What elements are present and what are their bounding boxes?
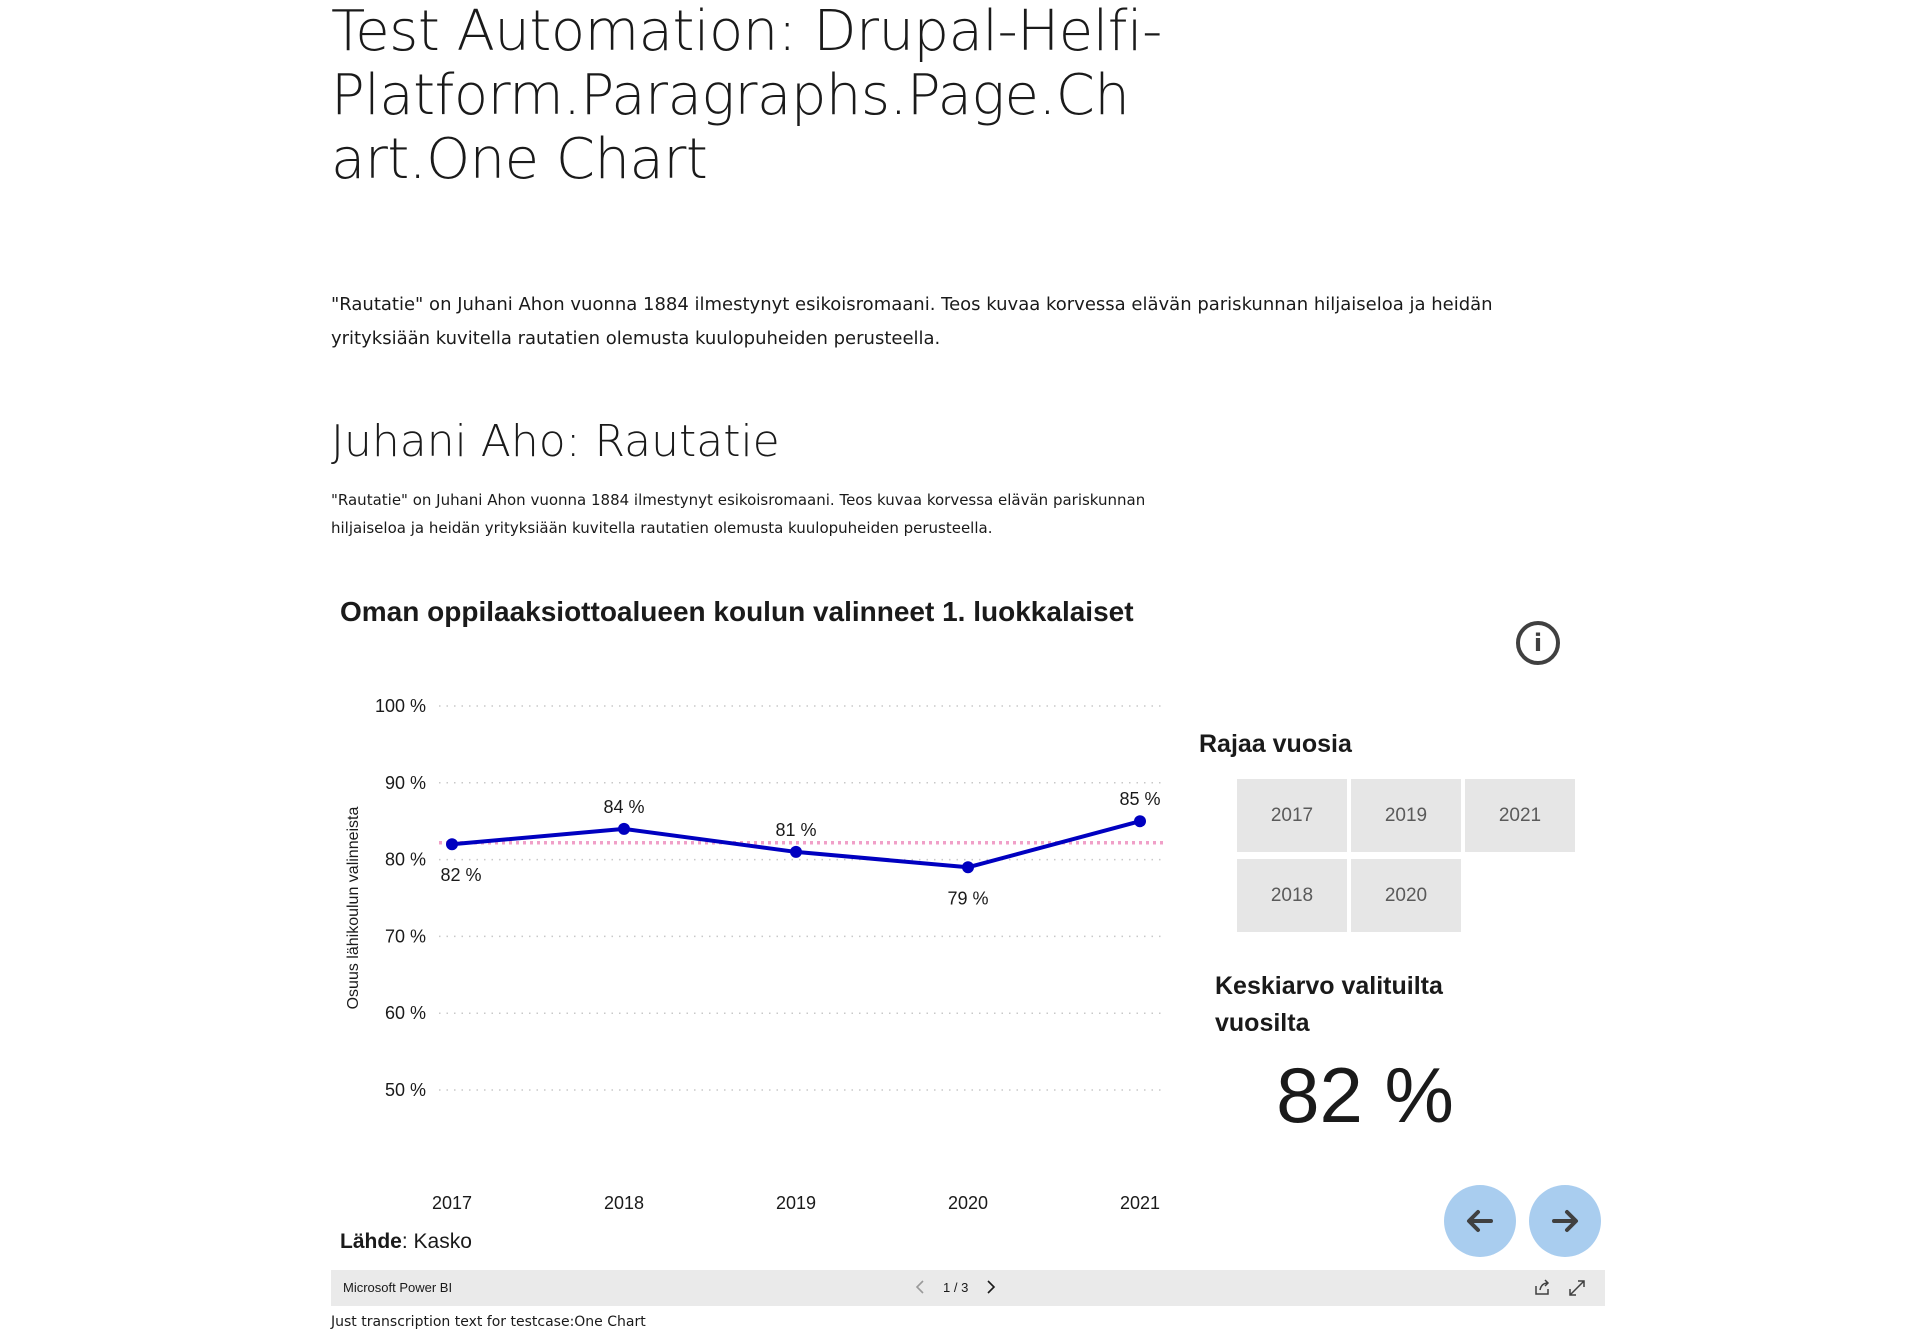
powerbi-brand: Microsoft Power BI (343, 1280, 453, 1295)
kpi-value: 82 % (1276, 1051, 1454, 1139)
data-label: 79 % (947, 888, 988, 908)
data-point (962, 861, 974, 874)
transcription-text: Just transcription text for testcase:One… (331, 1314, 646, 1330)
slicer-year-2018[interactable]: 2018 (1237, 859, 1347, 932)
data-label: 85 % (1119, 789, 1160, 809)
page-navigator: 1 / 3 (911, 1278, 1000, 1296)
powerbi-report: 50 % 60 % 70 % 80 % 90 % 100 % Osuus lähikoulu… (331, 580, 1605, 1270)
page-title-line-3: art.One Chart (331, 127, 708, 192)
arrow-left-icon (1467, 1210, 1493, 1232)
chart-title: Oman oppilaaksiottoalueen koulun valinne… (340, 596, 1134, 627)
page-indicator: 1 / 3 (943, 1279, 969, 1295)
x-tick-label: 2019 (776, 1193, 816, 1213)
x-tick-label: 2018 (604, 1193, 644, 1213)
data-point (446, 838, 458, 851)
share-icon[interactable] (1532, 1278, 1552, 1298)
y-axis-title: Osuus lähikoulun valinneista (345, 807, 362, 1010)
slicer-year-2017[interactable]: 2017 (1237, 779, 1347, 852)
data-label: 81 % (775, 820, 816, 840)
info-icon[interactable]: i (1516, 621, 1560, 665)
arrow-right-icon (1552, 1210, 1578, 1232)
y-tick-label: 70 % (385, 926, 426, 946)
expand-icon[interactable] (1567, 1278, 1587, 1298)
chevron-left-icon[interactable] (911, 1278, 929, 1296)
slicer-year-2020[interactable]: 2020 (1351, 859, 1461, 932)
y-tick-label: 60 % (385, 1003, 426, 1023)
data-point (1134, 815, 1146, 828)
next-page-button[interactable] (1529, 1185, 1601, 1257)
powerbi-footer-bar: Microsoft Power BI 1 / 3 (331, 1270, 1605, 1306)
x-tick-label: 2020 (948, 1193, 988, 1213)
kpi-title: Keskiarvo valituilta vuosilta (1215, 972, 1443, 1037)
data-point (618, 822, 630, 835)
section-description: "Rautatie" on Juhani Ahon vuonna 1884 il… (331, 491, 1146, 537)
y-tick-label: 50 % (385, 1080, 426, 1100)
source-value: : Kasko (401, 1230, 472, 1253)
slicer-year-2019[interactable]: 2019 (1351, 779, 1461, 852)
line-chart: 50 % 60 % 70 % 80 % 90 % 100 % Osuus lähikoulu… (345, 696, 1163, 1213)
source-note: Lähde: Kasko (340, 1230, 472, 1254)
chevron-right-icon[interactable] (982, 1278, 1000, 1296)
y-tick-label: 80 % (385, 850, 426, 870)
page-title-line-1: Test Automation: Drupal-Helfi- (331, 0, 1162, 64)
y-tick-label: 90 % (385, 773, 426, 793)
source-label: Lähde (340, 1230, 402, 1253)
page-title: Test Automation: Drupal-Helfi- Platform.… (331, 0, 1211, 192)
page-title-line-2: Platform.Paragraphs.Page.Ch (331, 63, 1130, 128)
data-label: 82 % (440, 865, 481, 885)
section-heading: Juhani Aho: Rautatie (331, 416, 780, 467)
intro-paragraph: "Rautatie" on Juhani Ahon vuonna 1884 il… (331, 294, 1493, 349)
y-tick-label: 100 % (375, 696, 426, 716)
previous-page-button[interactable] (1444, 1185, 1516, 1257)
slicer-year-2021[interactable]: 2021 (1465, 779, 1575, 852)
data-label: 84 % (603, 797, 644, 817)
data-point (790, 845, 802, 858)
x-tick-label: 2017 (432, 1193, 472, 1213)
slicer-title: Rajaa vuosia (1199, 730, 1352, 758)
x-tick-label: 2021 (1120, 1193, 1160, 1213)
